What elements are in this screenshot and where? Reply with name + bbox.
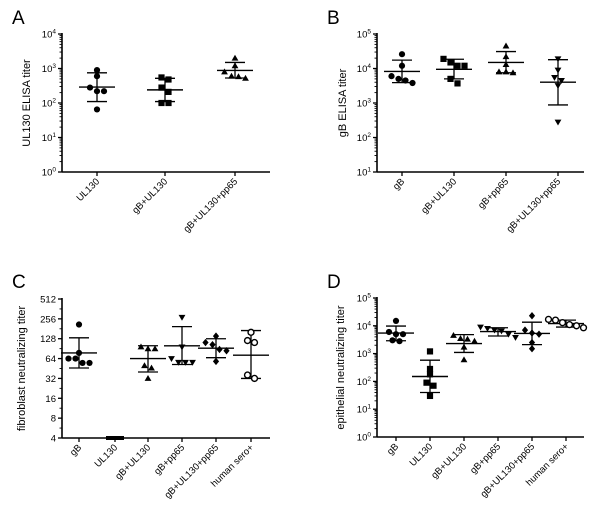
y-tick-label: 104 [357, 320, 372, 332]
x-category-label: UL130 [93, 442, 121, 470]
data-series [488, 42, 524, 76]
x-category-label: gB+UL130 [113, 442, 153, 482]
y-tick-label: 101 [357, 404, 372, 416]
y-tick-label: 102 [357, 132, 372, 144]
data-series [198, 332, 234, 366]
x-category-label: gB+UL130+pp65 [505, 176, 564, 235]
chart-panel-a: A 100 101 102 103 104 UL130 ELISA titer UL130 gB… [12, 8, 270, 235]
y-tick-label: 100 [42, 167, 57, 179]
chart-panel-d: D 100 101 102 103 104 105 epithelial neutralizi… [327, 272, 588, 500]
panel-b: B 101 102 103 104 105 gB ELISA titer gB gB+UL130… [300, 0, 600, 260]
y-tick-label: 256 [40, 314, 56, 325]
y-tick-label: 8 [51, 414, 56, 425]
data-series [412, 348, 448, 400]
data-series [217, 54, 253, 81]
data-series [164, 314, 200, 366]
panel-a: A 100 101 102 103 104 UL130 ELISA titer UL130 gB… [0, 0, 300, 260]
y-tick-label: 102 [42, 98, 57, 110]
data-series [446, 332, 482, 363]
axes: 100 101 102 103 104 105 [357, 293, 584, 444]
y-tick-label: 105 [357, 29, 372, 41]
y-axis-title: UL130 ELISA titer [21, 59, 33, 147]
data-series [130, 343, 166, 381]
y-tick-label: 4 [51, 434, 56, 445]
axes: 4 8 16 32 64 128 256 512 [40, 295, 270, 445]
y-axis-title: epithelial neutralizing titer [335, 305, 347, 429]
x-category-label: gB [391, 176, 407, 192]
y-tick-label: 102 [357, 376, 372, 388]
data-series [384, 51, 420, 87]
data-series [79, 66, 115, 113]
y-tick-label: 16 [45, 394, 56, 405]
y-tick-label: 103 [357, 98, 372, 110]
x-category-label: gB+pp65 [476, 176, 511, 211]
y-tick-label: 104 [357, 63, 372, 75]
x-category-label: gB+pp65 [152, 442, 187, 477]
data-series [477, 324, 519, 341]
data-series [233, 328, 269, 383]
data-series [147, 74, 183, 107]
x-category-label: gB+UL130+pp65 [182, 176, 241, 235]
y-tick-label: 104 [42, 29, 57, 41]
y-tick-label: 128 [40, 334, 56, 345]
y-axis-title: gB ELISA titer [337, 68, 349, 137]
panel-letter: B [327, 8, 340, 29]
x-category-label: gB+pp65 [468, 441, 503, 476]
data-series [436, 55, 472, 87]
data-series [544, 315, 588, 332]
x-category-label: UL130 [75, 176, 103, 204]
x-category-label: gB+UL130 [429, 441, 469, 481]
y-tick-label: 105 [357, 293, 372, 305]
data-series [540, 56, 576, 126]
data-series [61, 321, 97, 369]
axes: 101 102 103 104 105 [357, 29, 584, 179]
y-tick-label: 103 [357, 348, 372, 360]
y-axis-title: fibroblast neutralizing titer [16, 305, 28, 431]
panel-letter: C [12, 272, 26, 293]
x-category-label: gB+UL130 [419, 176, 459, 216]
axes: 100 101 102 103 104 [42, 29, 270, 179]
y-tick-label: 32 [45, 374, 56, 385]
y-tick-label: 64 [45, 354, 56, 365]
x-category-label: UL130 [408, 441, 436, 469]
chart-panel-b: B 101 102 103 104 105 gB ELISA titer gB gB+UL130… [327, 8, 584, 235]
y-tick-label: 100 [357, 432, 372, 444]
x-category-label: gB+UL130 [130, 176, 170, 216]
x-category-label: gB [385, 441, 401, 457]
panel-letter: D [327, 272, 341, 293]
y-tick-label: 101 [42, 132, 57, 144]
panel-d: D 100 101 102 103 104 105 epithelial neutralizi… [300, 260, 600, 520]
panel-c: C 4 8 16 32 64 128 256 512 fibroblast neutralizin… [0, 260, 300, 520]
chart-panel-c: C 4 8 16 32 64 128 256 512 fibroblast neutralizin… [12, 272, 270, 501]
data-series [378, 317, 414, 345]
y-tick-label: 512 [40, 295, 56, 306]
panel-letter: A [12, 8, 25, 29]
y-tick-label: 101 [357, 167, 372, 179]
x-category-label: gB [68, 442, 84, 458]
y-tick-label: 103 [42, 63, 57, 75]
data-series [106, 436, 124, 440]
data-series [514, 312, 550, 353]
